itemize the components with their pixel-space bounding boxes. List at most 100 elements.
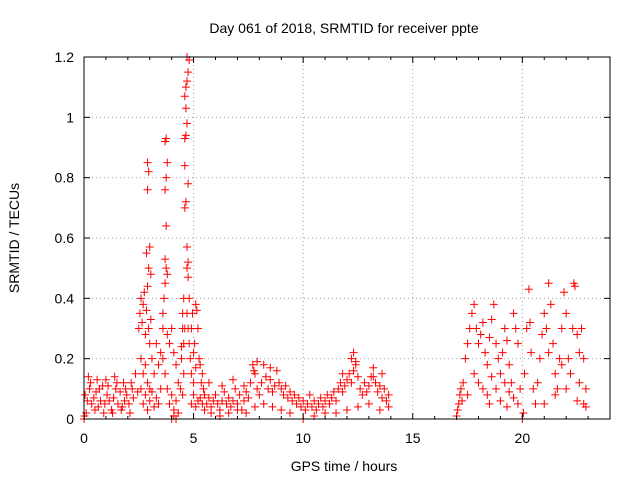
data-point [186, 354, 195, 363]
data-point [478, 384, 487, 393]
data-point [538, 330, 547, 339]
data-point [535, 354, 544, 363]
data-point [158, 354, 167, 363]
data-point [290, 390, 299, 399]
chart-title: Day 061 of 2018, SRMTID for receiver ppt… [209, 20, 478, 36]
data-point [159, 294, 168, 303]
axis-ticks: 0 5 10 15 20 0 0.2 0.4 0.6 0.8 1 1.2 [55, 49, 610, 446]
data-point [154, 360, 163, 369]
data-point [178, 390, 187, 399]
data-point [272, 366, 281, 375]
data-point [209, 396, 218, 405]
y-tick-label: 0.6 [55, 230, 75, 246]
data-point [222, 399, 231, 408]
data-point [312, 405, 321, 414]
data-points [80, 53, 590, 423]
data-point [540, 309, 549, 318]
data-point [104, 381, 113, 390]
data-point [163, 158, 172, 167]
data-point [347, 378, 356, 387]
data-point [286, 387, 295, 396]
data-point [358, 390, 367, 399]
data-point [349, 366, 358, 375]
data-point [220, 387, 229, 396]
data-point [204, 393, 213, 402]
data-point [307, 402, 316, 411]
data-point [329, 387, 338, 396]
data-point [239, 396, 248, 405]
data-point [183, 243, 192, 252]
x-tick-label: 0 [80, 430, 88, 446]
data-point [116, 387, 125, 396]
data-point [544, 348, 553, 357]
data-point [338, 387, 347, 396]
data-point [259, 399, 268, 408]
data-point [95, 384, 104, 393]
data-point [183, 119, 192, 128]
data-point [174, 378, 183, 387]
data-point [144, 324, 153, 333]
data-point [500, 378, 509, 387]
data-point [81, 390, 90, 399]
data-point [559, 288, 568, 297]
data-point [467, 309, 476, 318]
data-point [191, 300, 200, 309]
grid [84, 57, 610, 419]
data-point [150, 369, 159, 378]
x-tick-label: 20 [515, 430, 531, 446]
data-point [139, 399, 148, 408]
data-point [136, 294, 145, 303]
data-point [135, 309, 144, 318]
data-point [177, 342, 186, 351]
data-point [140, 288, 149, 297]
data-point [200, 390, 209, 399]
data-point [520, 369, 529, 378]
data-point [474, 339, 483, 348]
data-point [470, 369, 479, 378]
data-point [264, 384, 273, 393]
data-point [299, 396, 308, 405]
data-point [144, 167, 153, 176]
data-point [261, 372, 270, 381]
data-point [145, 243, 154, 252]
data-point [167, 324, 176, 333]
data-point [233, 405, 242, 414]
data-point [143, 185, 152, 194]
data-point [184, 258, 193, 267]
data-point [142, 306, 151, 315]
data-point [458, 396, 467, 405]
data-point [189, 378, 198, 387]
data-point [323, 390, 332, 399]
data-point [253, 357, 262, 366]
data-point [93, 375, 102, 384]
data-point [257, 378, 266, 387]
data-point [213, 399, 222, 408]
data-point [551, 390, 560, 399]
data-point [139, 300, 148, 309]
data-point [353, 372, 362, 381]
data-point [481, 348, 490, 357]
data-point [180, 92, 189, 101]
data-point [519, 408, 528, 417]
data-point [281, 381, 290, 390]
data-point [200, 405, 209, 414]
data-point [378, 369, 387, 378]
data-point [562, 309, 571, 318]
data-point [555, 354, 564, 363]
data-point [498, 348, 507, 357]
data-point [192, 306, 201, 315]
data-point [546, 300, 555, 309]
data-point [117, 405, 126, 414]
data-point [242, 387, 251, 396]
data-point [143, 405, 152, 414]
data-point [253, 384, 262, 393]
data-point [143, 378, 152, 387]
data-point [141, 360, 150, 369]
data-point [188, 309, 197, 318]
data-point [542, 324, 551, 333]
data-point [108, 408, 117, 417]
data-point [150, 402, 159, 411]
data-point [177, 354, 186, 363]
data-point [557, 360, 566, 369]
